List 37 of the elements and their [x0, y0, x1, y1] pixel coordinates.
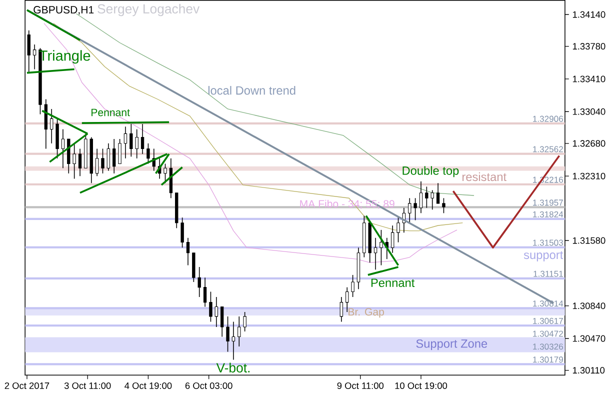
x-tick-label: 9 Oct 11:00	[337, 382, 384, 390]
chart-title: GBPUSD,H1	[34, 6, 94, 15]
y-tick-label: 1.33410	[572, 76, 606, 82]
y-tick-label: 1.30840	[572, 302, 606, 310]
ref-line-label: 1.31824	[533, 211, 564, 218]
annotation: V-bot.	[216, 362, 250, 373]
band-label: Support Zone	[416, 339, 488, 350]
y-tick-label: 1.30110	[572, 367, 605, 374]
x-tick-label: 4 Oct 19:00	[124, 382, 172, 390]
ref-line-label: 1.31503	[533, 240, 563, 246]
ref-line-label: 1.32906	[533, 116, 563, 122]
y-tick-label: 1.31580	[572, 237, 606, 244]
annotation: Double top	[402, 166, 459, 178]
ref-line-label: 1.31957	[533, 200, 563, 206]
y-tick-label: 1.30470	[572, 335, 606, 342]
annotation: local Down trend	[208, 86, 296, 95]
annotation: Pennant	[371, 278, 415, 288]
annotation: Br. Gap	[348, 308, 384, 318]
x-tick-label: 6 Oct 03:00	[185, 382, 232, 390]
band-label: resistant	[462, 172, 506, 182]
x-tick-label: 3 Oct 11:00	[64, 382, 111, 390]
ref-line-label: 1.30814	[533, 300, 564, 307]
annotation: Pennant	[92, 108, 130, 116]
y-tick-label: 1.33780	[572, 43, 606, 50]
annotation: support	[524, 251, 564, 262]
y-tick-label: 1.33040	[572, 108, 606, 115]
ref-line-label: 1.30617	[533, 318, 563, 324]
y-tick-label: 1.32680	[572, 140, 606, 147]
ref-line-label: 1.30472	[533, 330, 563, 337]
y-tick-label: 1.32310	[572, 172, 606, 180]
ref-line-label: 1.30179	[533, 356, 563, 363]
y-tick-label: 1.34140	[572, 11, 606, 18]
ref-line-label: 1.30326	[533, 344, 563, 350]
ref-line-label: 1.31151	[534, 270, 563, 277]
ref-line-label: 1.32562	[533, 146, 563, 152]
x-tick-label: 2 Oct 2017	[4, 382, 50, 390]
x-tick-label: 10 Oct 19:00	[395, 382, 448, 390]
